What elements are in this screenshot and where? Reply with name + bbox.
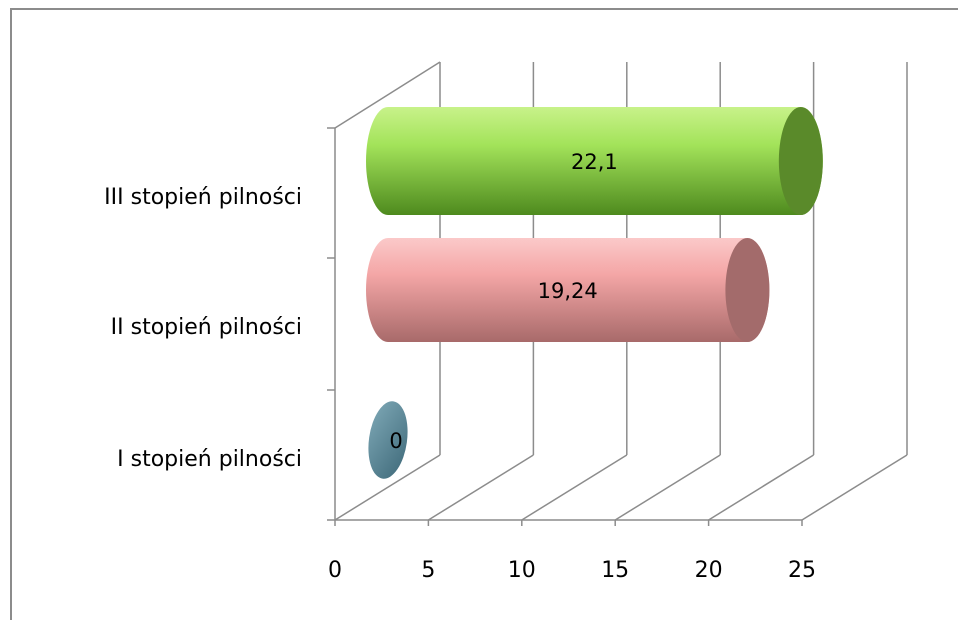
- x-tick-label: 15: [601, 558, 629, 583]
- x-tick-label: 20: [695, 558, 723, 583]
- bar-cap-2: [725, 238, 770, 342]
- gridline-floor: [801, 454, 908, 521]
- bar-cap-3: [778, 107, 823, 215]
- gridline-floor: [521, 454, 628, 521]
- x-tick-label: 5: [421, 558, 435, 583]
- bar-1: [368, 401, 408, 479]
- chart-frame: [10, 8, 958, 620]
- bar-3: [366, 107, 823, 215]
- data-label: 22,1: [571, 150, 618, 174]
- category-label: III stopień pilności: [104, 185, 302, 210]
- x-tick-label: 10: [508, 558, 536, 583]
- gridline-floor: [428, 454, 534, 521]
- wall-top-edge: [334, 61, 441, 129]
- data-label: 19,24: [538, 279, 598, 303]
- x-tick-label: 25: [788, 558, 816, 583]
- data-label: 0: [389, 429, 402, 453]
- gridline-floor: [708, 454, 814, 521]
- gridline-floor: [334, 454, 441, 521]
- gridline-floor: [614, 454, 721, 521]
- category-label: I stopień pilności: [117, 447, 302, 472]
- bar-2: [366, 238, 770, 342]
- x-tick-label: 0: [328, 558, 342, 583]
- category-label: II stopień pilności: [111, 315, 302, 340]
